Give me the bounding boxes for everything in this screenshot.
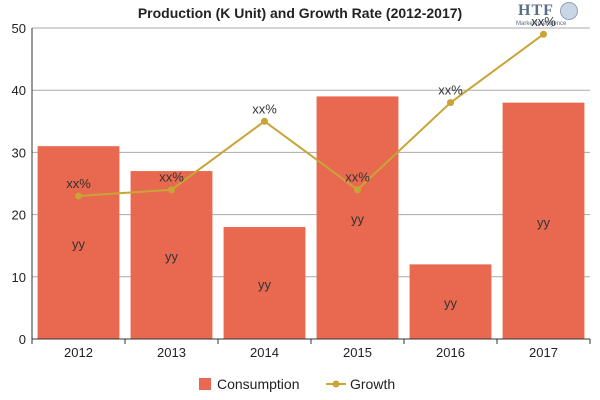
bar-data-label: yy [351, 212, 365, 227]
bar-series: yy yy yy yy yy yy [37, 96, 585, 339]
grid-lines [32, 27, 590, 278]
bar-data-label: yy [258, 277, 272, 292]
x-tick-label: 2015 [343, 345, 372, 360]
globe-icon [560, 2, 578, 20]
growth-data-label: xx% [531, 14, 556, 29]
growth-point [447, 99, 454, 107]
growth-point [354, 186, 361, 194]
bar [130, 171, 213, 339]
y-tick-label: 10 [12, 270, 26, 285]
x-tick-label: 2014 [250, 345, 279, 360]
legend-label-growth: Growth [350, 376, 395, 392]
bar-data-label: yy [444, 296, 458, 311]
growth-data-label: xx% [159, 170, 184, 185]
bar [223, 227, 306, 339]
growth-data-label: xx% [252, 101, 277, 116]
htf-logo: HTF Market Intelligence [516, 2, 586, 32]
y-tick-label: 50 [12, 21, 26, 36]
bar [316, 96, 399, 339]
growth-point [75, 192, 82, 200]
growth-point [168, 186, 175, 194]
x-tick-label: 2013 [157, 345, 186, 360]
legend: Consumption Growth [199, 376, 395, 392]
chart-title: Production (K Unit) and Growth Rate (201… [137, 5, 463, 21]
legend-swatch-consumption [199, 378, 211, 390]
growth-data-label: xx% [66, 176, 91, 191]
bar-data-label: yy [537, 215, 551, 230]
bar-data-label: yy [72, 237, 86, 252]
growth-data-label: xx% [345, 170, 370, 185]
growth-point [261, 117, 268, 125]
growth-data-label: xx% [438, 83, 463, 98]
line-series: xx% xx% xx% xx% xx% xx% [66, 14, 556, 200]
x-tick-label: 2017 [529, 345, 558, 360]
x-tick-label: 2016 [436, 345, 465, 360]
logo-text: HTF [518, 2, 554, 19]
bar [37, 146, 120, 339]
legend-marker-growth [332, 380, 340, 388]
x-tick-label: 2012 [64, 345, 93, 360]
y-tick-label: 30 [12, 145, 26, 160]
y-tick-label: 0 [19, 332, 26, 347]
legend-label-consumption: Consumption [217, 376, 300, 392]
axes: 0 10 20 30 40 50 2012 2013 2014 2015 2016 2017 [12, 21, 591, 360]
bar [409, 264, 492, 339]
growth-point [540, 30, 547, 38]
y-tick-label: 40 [12, 83, 26, 98]
y-tick-label: 20 [12, 208, 26, 223]
bar [502, 102, 585, 339]
growth-line [78, 33, 545, 197]
logo-subtext: Market Intelligence [516, 21, 567, 27]
bar-data-label: yy [165, 249, 179, 264]
